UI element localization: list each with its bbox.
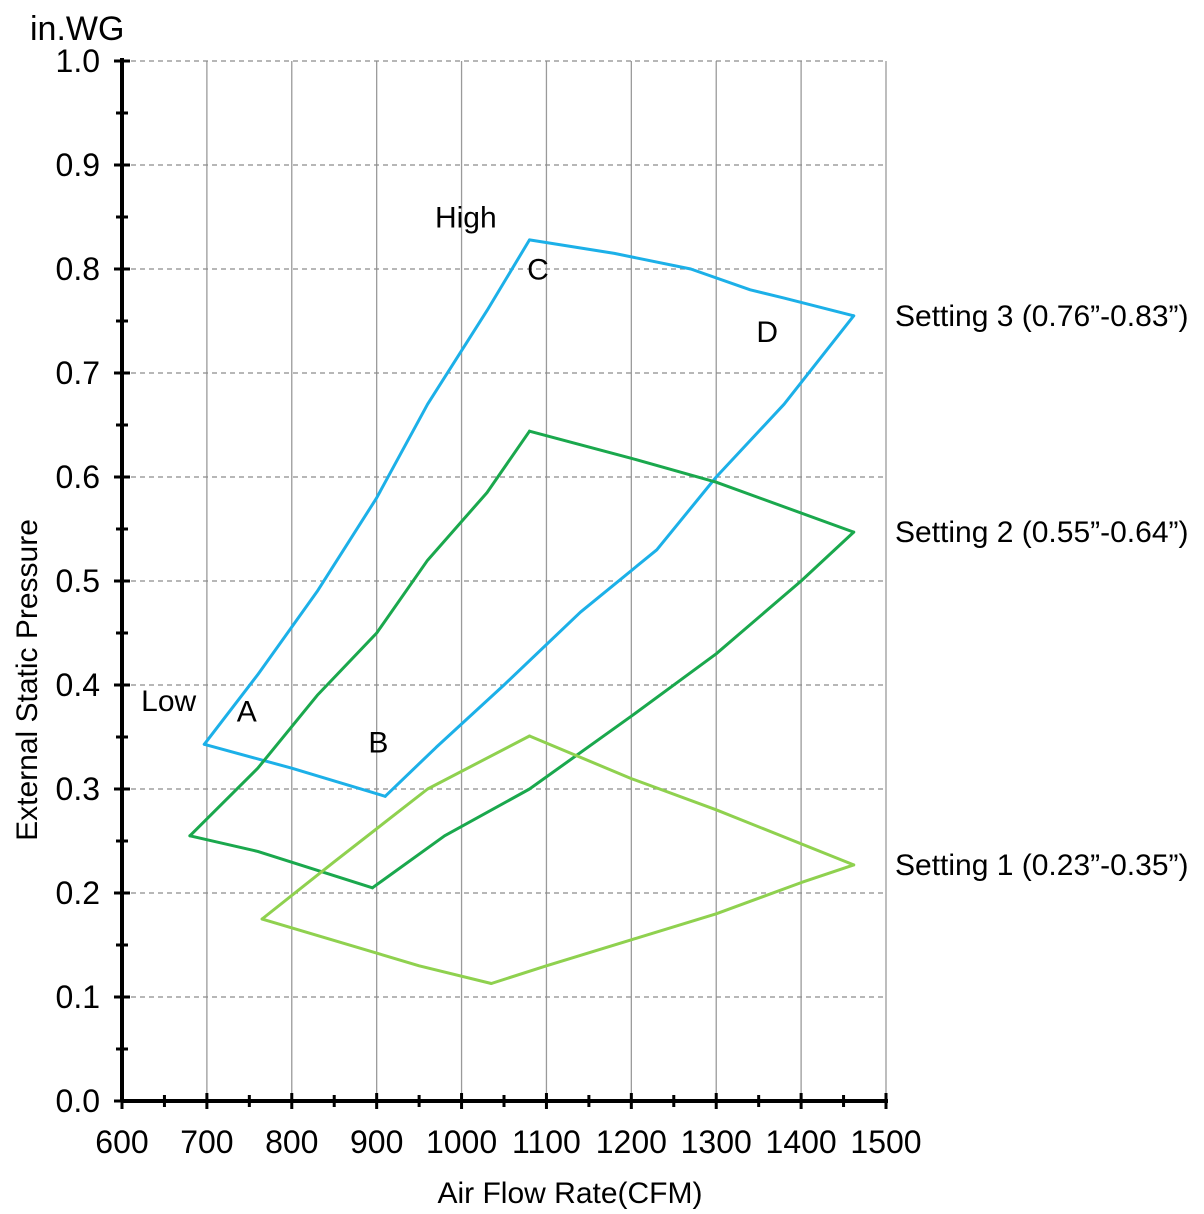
- series-line: [528, 429, 856, 534]
- x-tick-label: 1100: [512, 1124, 581, 1160]
- y-tick-label: 0.9: [56, 147, 100, 183]
- labels: in.WG Air Flow Rate(CFM) External Static…: [11, 10, 1188, 1210]
- series-1: [202, 238, 856, 798]
- series-line: [370, 530, 856, 890]
- axes: 0.0 0.1 0.2 0.3 0.4 0.5 0.6 0.7 0.8 0.9 1.0 600 700 8…: [56, 43, 922, 1160]
- y-tick-label: 0.0: [56, 1083, 100, 1119]
- x-tick-label: 900: [350, 1124, 403, 1160]
- x-tick-label: 1300: [681, 1124, 752, 1160]
- annotation-label: High: [435, 201, 497, 234]
- series-line: [528, 238, 856, 318]
- series-label: Setting 2 (0.55”-0.64”): [895, 516, 1188, 549]
- annotation-label: C: [527, 253, 549, 286]
- y-tick-label: 1.0: [56, 43, 100, 79]
- x-axis-title: Air Flow Rate(CFM): [437, 1177, 702, 1210]
- x-tick-label: 800: [265, 1124, 318, 1160]
- y-tick-label: 0.5: [56, 563, 100, 599]
- annotation-label: B: [368, 727, 388, 760]
- series-line: [188, 834, 374, 890]
- series-line: [202, 742, 387, 798]
- series-2: [188, 429, 856, 890]
- y-axis-title: External Static Pressure: [11, 519, 44, 841]
- y-unit-label: in.WG: [30, 10, 124, 48]
- x-tick-label: 1500: [850, 1124, 921, 1160]
- y-tick-label: 0.7: [56, 355, 100, 391]
- series-label: Setting 1 (0.23”-0.35”): [895, 849, 1188, 882]
- x-tick-label: 700: [180, 1124, 233, 1160]
- annotation-label: Low: [141, 685, 196, 718]
- annotation-label: A: [237, 695, 257, 728]
- annotation-label: D: [756, 316, 778, 349]
- series-line: [202, 238, 531, 746]
- x-tick-label: 1000: [426, 1124, 497, 1160]
- series-line: [528, 734, 856, 867]
- y-tick-label: 0.3: [56, 771, 100, 807]
- y-tick-label: 0.4: [56, 667, 100, 703]
- y-tick-label: 0.8: [56, 251, 100, 287]
- y-tick-label: 0.2: [56, 875, 100, 911]
- x-tick-label: 600: [95, 1124, 148, 1160]
- series-line: [383, 314, 856, 798]
- y-tick-label: 0.6: [56, 459, 100, 495]
- x-tick-label: 1200: [596, 1124, 667, 1160]
- y-tick-label: 0.1: [56, 979, 100, 1015]
- series-line: [260, 917, 493, 985]
- series-line: [188, 429, 531, 838]
- series-line: [489, 863, 856, 985]
- x-tick-label: 1400: [766, 1124, 837, 1160]
- series-group: [188, 238, 856, 985]
- series-label: Setting 3 (0.76”-0.83”): [895, 300, 1188, 333]
- grid: [122, 60, 887, 1101]
- series-line: [260, 734, 531, 921]
- series-3: [260, 734, 856, 985]
